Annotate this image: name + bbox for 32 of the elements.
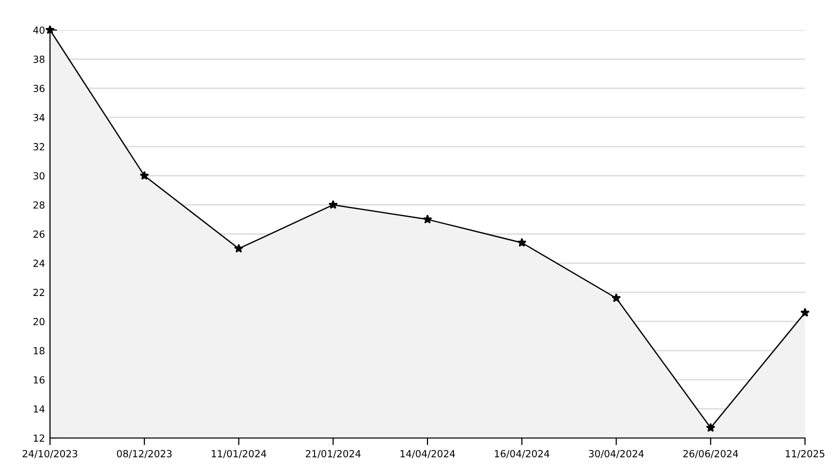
x-tick-label: 08/12/2023 [117,450,172,458]
x-tick-label: 30/04/2024 [588,450,644,458]
point [140,170,150,180]
y-tick-label: 28 [33,201,44,209]
x-tick-label: 11/01/2024 [212,450,266,458]
x-tick-label: 24/10/2023 [22,450,78,458]
y-tick-label: 38 [34,56,44,63]
y-tick-label: 16 [34,376,45,384]
y-tick-label: 24 [33,260,45,267]
x-tick-label: 16/04/2024 [494,450,550,458]
y-tick-label: 40 [33,26,44,34]
y-tick-label: 12 [34,434,44,442]
y-tick-label: 36 [34,84,45,92]
point [800,308,810,317]
y-tick-label: 18 [34,347,44,354]
y-tick-label: 22 [33,288,44,296]
point [234,244,244,253]
point [706,422,716,432]
x-tick-label: 14/04/2024 [400,450,455,458]
x-tick-label: 26/06/2024 [683,450,738,458]
point [422,214,432,224]
y-tick-label: 26 [33,230,45,238]
y-tick-label: 32 [34,143,44,150]
point [328,200,338,209]
y-tick-label: 30 [34,172,44,180]
point [612,293,621,302]
point [517,238,527,247]
x-tick-label: 11/2025 [786,450,824,458]
x-tick-label: 21/01/2024 [306,450,361,458]
y-tick-label: 20 [33,318,44,326]
y-tick-label: 34 [34,114,45,122]
y-tick-label: 14 [34,405,45,413]
